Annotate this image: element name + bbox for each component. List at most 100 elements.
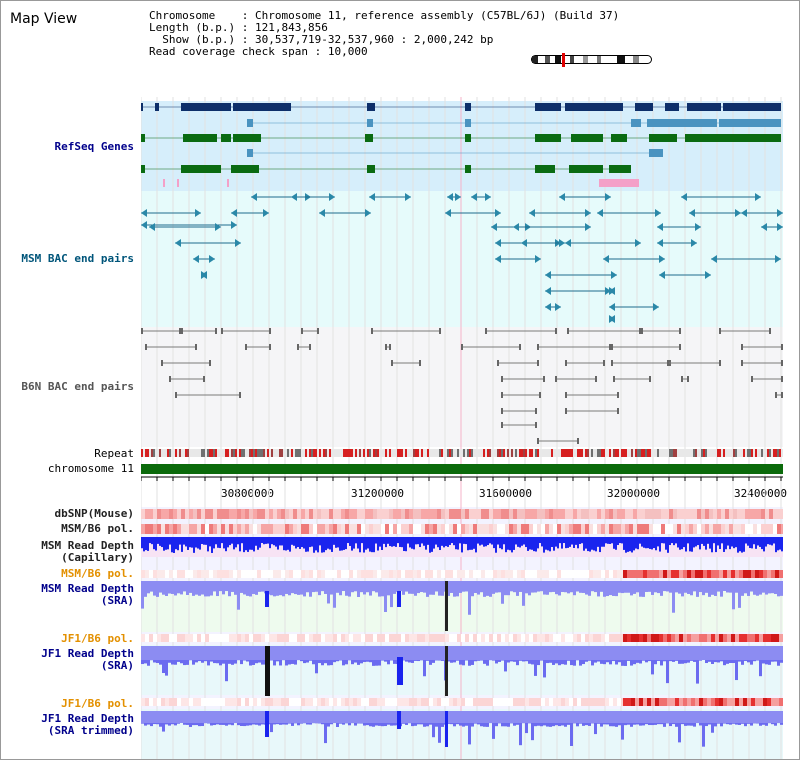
msm-pol2-heat-cell <box>747 570 751 578</box>
repeat-segment <box>225 449 227 457</box>
depth-bar <box>607 537 609 544</box>
msm-pol-heat-cell <box>517 524 521 534</box>
depth-bar <box>513 660 516 662</box>
depth-bar <box>273 723 276 725</box>
dbsnp-heat-cell <box>613 509 617 519</box>
depth-bar <box>555 537 557 547</box>
jf1-pol2-heat-cell <box>385 698 389 706</box>
jf1-pol2-heat-cell <box>313 698 317 706</box>
jf1-pol-heat-cell <box>655 634 659 642</box>
repeat-segment <box>581 449 583 457</box>
depth-bar <box>156 660 159 664</box>
depth-bar <box>475 537 477 553</box>
jf1-pol2-heat-cell <box>225 698 229 706</box>
msm-pol-heat-cell <box>141 524 145 534</box>
msm-pol-heat-cell <box>197 524 201 534</box>
jf1-pol-heat-cell <box>739 634 743 642</box>
depth-bar <box>649 537 651 549</box>
depth-bar <box>216 723 219 725</box>
jf1-pol-heat-cell <box>273 634 277 642</box>
depth-bar <box>403 537 405 552</box>
chromosome-bar <box>141 464 783 474</box>
depth-bar <box>469 537 471 550</box>
dbsnp-heat-cell <box>417 509 421 519</box>
depth-bar <box>558 591 561 596</box>
depth-bar <box>555 723 558 726</box>
genome-track-panel[interactable] <box>141 97 783 759</box>
depth-bar <box>197 537 199 549</box>
depth-bar <box>349 537 351 546</box>
msm-pol-heat-cell <box>453 524 457 534</box>
dbsnp-heat-cell <box>709 509 713 519</box>
dbsnp-heat-cell <box>669 509 673 519</box>
jf1-pol2-heat-cell <box>269 698 273 706</box>
depth-bar <box>411 591 414 594</box>
depth-bar <box>645 723 648 725</box>
bac-end-marker <box>617 392 619 398</box>
depth-bar <box>360 591 363 593</box>
depth-bar <box>423 660 426 677</box>
msm-pol2-heat-cell <box>537 570 541 578</box>
depth-bar <box>216 591 219 597</box>
repeat-segment <box>209 449 211 457</box>
depth-bar <box>719 537 721 550</box>
gene-exon <box>231 165 259 173</box>
depth-bar <box>177 660 180 662</box>
depth-bar <box>201 723 204 727</box>
repeat-segment <box>695 449 697 457</box>
bac-end-marker <box>679 344 681 350</box>
msm-pol2-heat-cell <box>413 570 417 578</box>
depth-bar <box>750 723 753 726</box>
depth-bar <box>345 660 348 665</box>
jf1-pol2-heat-cell <box>321 698 325 706</box>
depth-bar <box>735 660 738 681</box>
msm-pol2-heat-cell <box>557 570 561 578</box>
msm-pol2-heat-cell <box>177 570 181 578</box>
repeat-segment <box>569 449 571 457</box>
bac-end-marker <box>497 360 499 366</box>
depth-bar <box>559 537 561 544</box>
depth-bar <box>525 537 527 548</box>
msm-pol2-heat-cell <box>321 570 325 578</box>
bac-end-marker <box>649 376 651 382</box>
depth-bar <box>261 591 264 592</box>
msm-pol-heat-cell <box>321 524 325 534</box>
depth-bar <box>738 591 741 608</box>
msm-pol2-heat-cell <box>711 570 715 578</box>
msm-pol-heat-cell <box>509 524 513 534</box>
repeat-segment <box>233 449 235 457</box>
repeat-segment <box>733 449 735 457</box>
depth-bar <box>249 537 251 550</box>
gene-exon <box>665 103 679 111</box>
depth-bar <box>762 591 765 593</box>
dbsnp-heat-cell <box>149 509 153 519</box>
depth-bar <box>480 723 483 727</box>
jf1-pol2-heat-cell <box>465 698 469 706</box>
depth-bar <box>582 660 585 665</box>
depth-bar <box>589 537 591 552</box>
depth-bar <box>333 660 336 663</box>
depth-bar <box>627 537 629 552</box>
depth-bar <box>329 537 331 550</box>
jf1-pol-heat-cell <box>557 634 561 642</box>
track-label-refseq: RefSeq Genes <box>54 140 134 153</box>
msm-pol-heat-cell <box>649 524 653 534</box>
depth-bar <box>573 660 576 666</box>
depth-bar <box>717 660 720 663</box>
dbsnp-heat-cell <box>693 509 697 519</box>
depth-bar <box>641 537 643 547</box>
depth-bar <box>333 537 335 545</box>
jf1-pol-heat-cell <box>285 634 289 642</box>
jf1-pol-heat-cell <box>229 634 233 642</box>
depth-bar <box>261 537 263 544</box>
jf1-pol2-heat-cell <box>655 698 659 706</box>
msm-pol-heat-cell <box>685 524 689 534</box>
depth-bar <box>285 660 288 666</box>
depth-bar <box>611 537 613 544</box>
depth-bar <box>679 537 681 550</box>
depth-bar <box>341 537 343 551</box>
jf1-pol-heat-cell <box>533 634 537 642</box>
msm-pol-heat-cell <box>213 524 217 534</box>
chromosome-ideogram[interactable] <box>531 53 653 67</box>
depth-bar <box>195 723 198 726</box>
